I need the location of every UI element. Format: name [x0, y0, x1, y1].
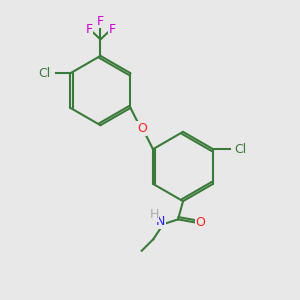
Text: F: F	[85, 23, 92, 36]
Text: O: O	[137, 122, 147, 135]
Text: F: F	[97, 15, 104, 28]
Text: O: O	[196, 216, 206, 229]
Text: Cl: Cl	[235, 143, 247, 156]
Text: Cl: Cl	[38, 67, 51, 80]
Text: N: N	[156, 215, 165, 228]
Text: F: F	[109, 23, 116, 36]
Text: H: H	[149, 208, 159, 221]
